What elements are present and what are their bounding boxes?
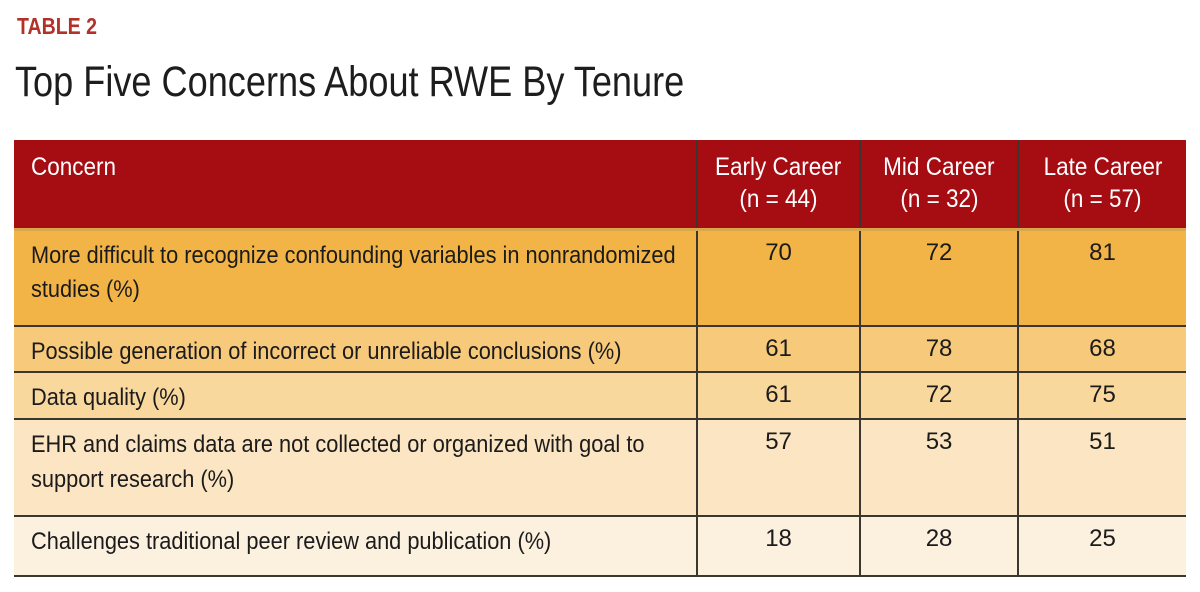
header-sublabel-late-career-n: (n = 57) — [1063, 185, 1142, 213]
table-number-label: TABLE 2 — [17, 13, 98, 39]
concern-cell: EHR and claims data are not collected or… — [14, 418, 699, 517]
concerns-table-wrapper: Concern Early Career (n = 44) Mid Career… — [14, 140, 1186, 577]
table-body: More difficult to recognize confounding … — [14, 229, 1186, 577]
header-label-early-career: Early Career — [715, 153, 842, 181]
table-row: Challenges traditional peer review and p… — [14, 515, 1186, 577]
value-cell-late: 81 — [1017, 229, 1186, 327]
header-sublabel-mid-career-n: (n = 32) — [899, 185, 979, 213]
concern-text: Data quality (%) — [31, 384, 186, 411]
table-header: Concern Early Career (n = 44) Mid Career… — [14, 140, 1186, 231]
table-row: EHR and claims data are not collected or… — [14, 418, 1186, 517]
value-cell-late: 51 — [1017, 418, 1186, 517]
header-cell-late-career: Late Career (n = 57) — [1017, 140, 1186, 231]
concerns-table: Concern Early Career (n = 44) Mid Career… — [14, 140, 1186, 577]
concern-cell: Possible generation of incorrect or unre… — [14, 325, 699, 373]
header-label-concern: Concern — [31, 153, 117, 181]
header-cell-mid-career: Mid Career (n = 32) — [859, 140, 1019, 231]
value-cell-early: 70 — [696, 229, 862, 327]
value-cell-late: 75 — [1017, 371, 1186, 420]
header-label-mid-career: Mid Career — [883, 153, 995, 181]
concern-text: More difficult to recognize confounding … — [31, 241, 676, 304]
value-cell-late: 25 — [1017, 515, 1186, 577]
table-row: Data quality (%) 61 72 75 — [14, 371, 1186, 420]
header-sublabel-early-career-n: (n = 44) — [739, 185, 818, 213]
concern-cell: Data quality (%) — [14, 371, 699, 420]
value-cell-mid: 78 — [859, 325, 1020, 373]
value-cell-mid: 72 — [859, 371, 1020, 420]
value-cell-mid: 72 — [859, 229, 1020, 327]
value-cell-early: 18 — [696, 515, 862, 577]
concern-cell: Challenges traditional peer review and p… — [14, 515, 699, 577]
header-row: Concern Early Career (n = 44) Mid Career… — [14, 140, 1186, 231]
header-label-late-career: Late Career — [1043, 153, 1162, 181]
value-cell-late: 68 — [1017, 325, 1186, 373]
header-cell-concern: Concern — [14, 140, 698, 231]
value-cell-mid: 53 — [859, 418, 1020, 517]
header-cell-early-career: Early Career (n = 44) — [696, 140, 861, 231]
value-cell-early: 57 — [696, 418, 862, 517]
table-row: Possible generation of incorrect or unre… — [14, 325, 1186, 373]
value-cell-early: 61 — [696, 325, 862, 373]
concern-text: EHR and claims data are not collected or… — [31, 431, 645, 493]
value-cell-early: 61 — [696, 371, 862, 420]
concern-text: Challenges traditional peer review and p… — [31, 528, 552, 555]
table-row: More difficult to recognize confounding … — [14, 229, 1186, 327]
value-cell-mid: 28 — [859, 515, 1020, 577]
concern-cell: More difficult to recognize confounding … — [14, 229, 699, 327]
page-title: Top Five Concerns About RWE By Tenure — [15, 58, 685, 106]
concern-text: Possible generation of incorrect or unre… — [31, 338, 622, 365]
